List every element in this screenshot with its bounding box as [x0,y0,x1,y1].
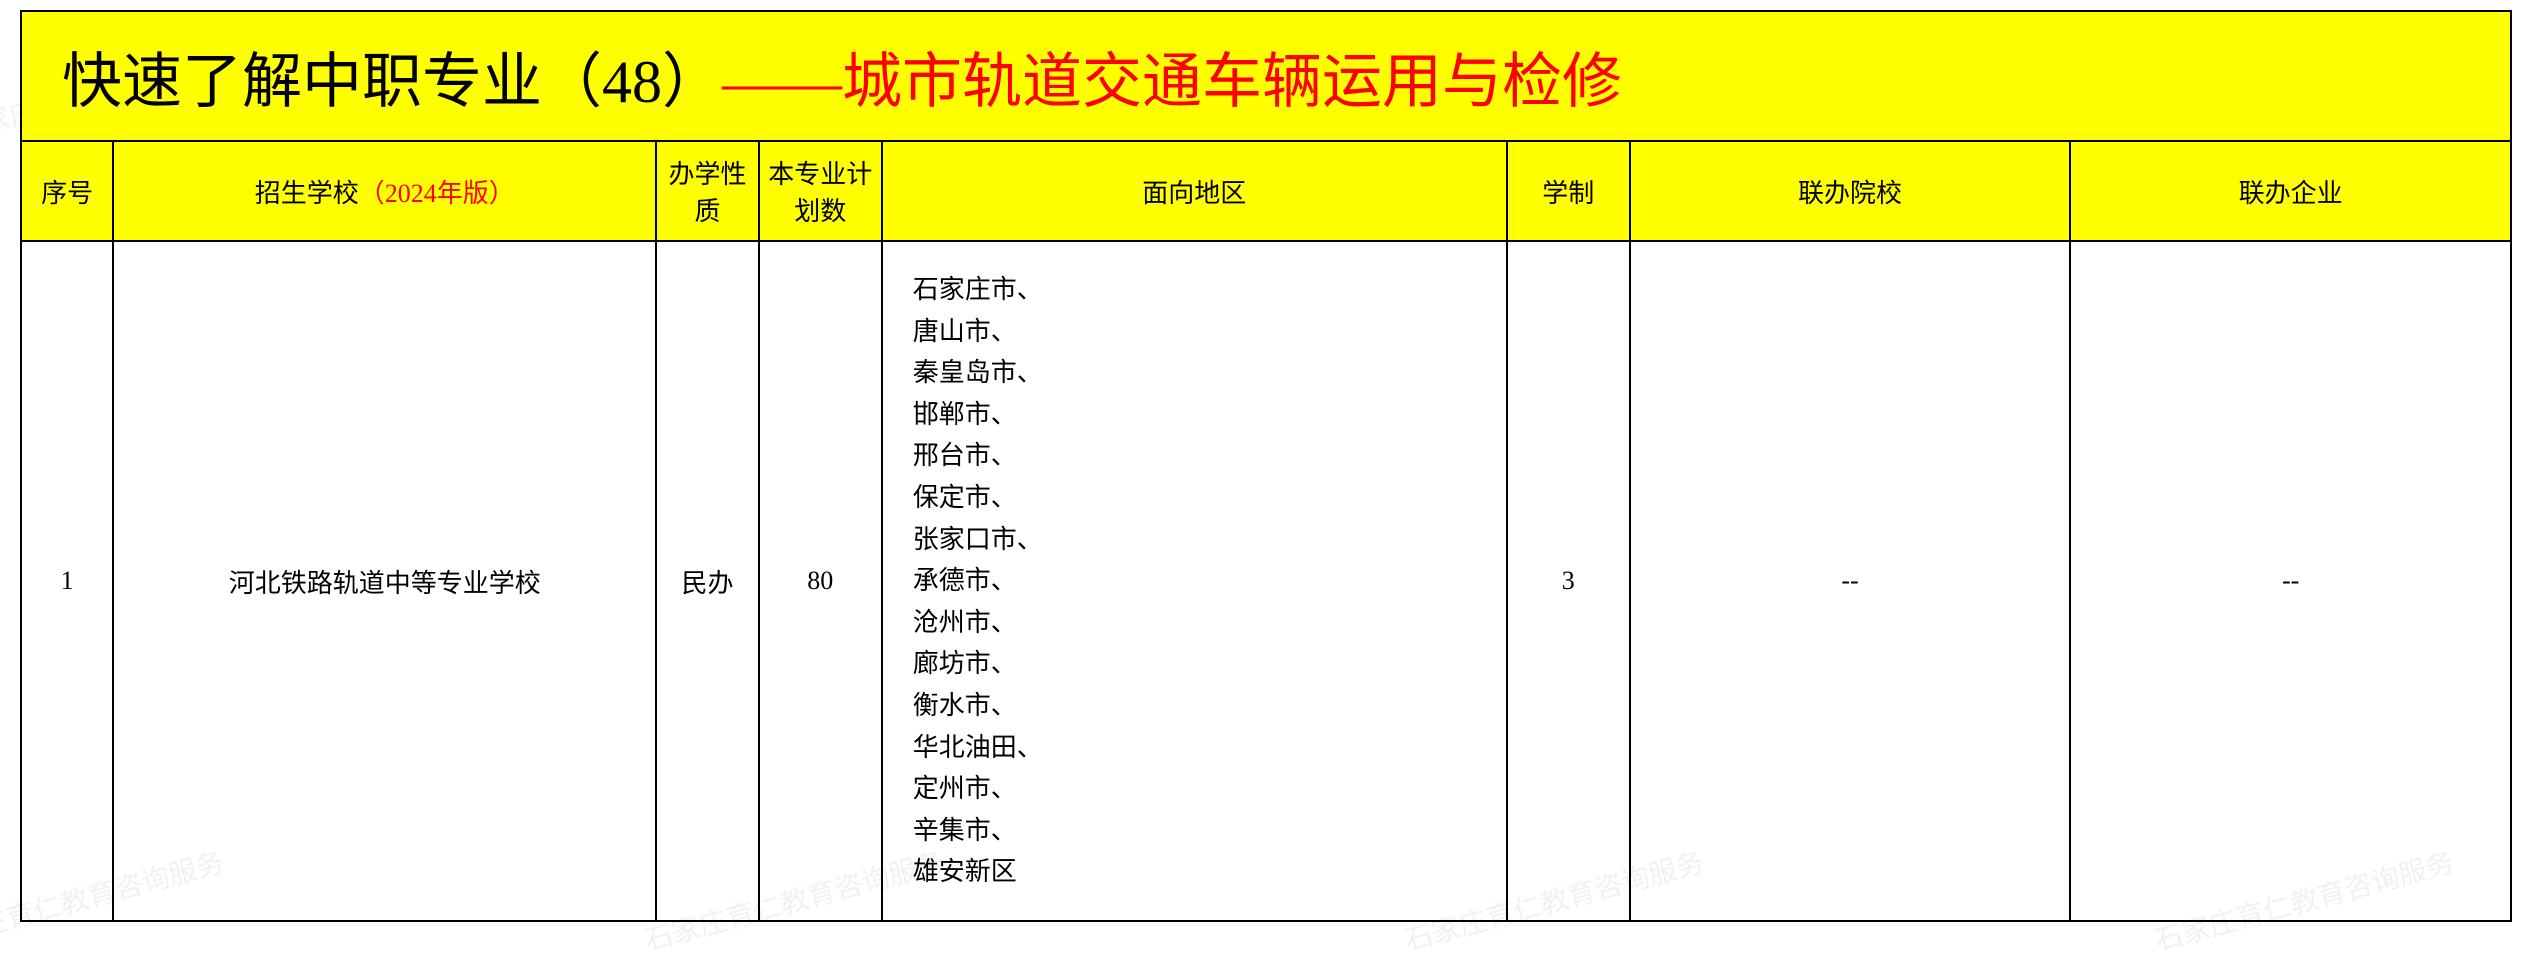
header-college: 联办院校 [1630,141,2071,241]
cell-school: 河北铁路轨道中等专业学校 [113,241,656,921]
cell-plan: 80 [759,241,882,921]
region-item: 邢台市、 [913,435,1496,477]
header-seq: 序号 [21,141,113,241]
cell-region: 石家庄市、唐山市、秦皇岛市、邯郸市、邢台市、保定市、张家口市、承德市、沧州市、廊… [882,241,1507,921]
major-table: 快速了解中职专业（48）——城市轨道交通车辆运用与检修 序号 招生学校（2024… [20,10,2512,922]
region-item: 张家口市、 [913,519,1496,561]
header-plan: 本专业计划数 [759,141,882,241]
cell-college: -- [1630,241,2071,921]
header-row: 序号 招生学校（2024年版） 办学性质 本专业计划数 面向地区 学制 联办院校… [21,141,2511,241]
region-item: 唐山市、 [913,311,1496,353]
table-container: 快速了解中职专业（48）——城市轨道交通车辆运用与检修 序号 招生学校（2024… [20,10,2512,922]
title-row: 快速了解中职专业（48）——城市轨道交通车辆运用与检修 [21,11,2511,141]
region-item: 承德市、 [913,560,1496,602]
region-item: 邯郸市、 [913,394,1496,436]
title-cell: 快速了解中职专业（48）——城市轨道交通车辆运用与检修 [21,11,2511,141]
header-school-prefix: 招生学校 [255,179,359,208]
data-row: 1 河北铁路轨道中等专业学校 民办 80 石家庄市、唐山市、秦皇岛市、邯郸市、邢… [21,241,2511,921]
region-item: 廊坊市、 [913,643,1496,685]
header-school-version: （2024年版） [359,179,515,208]
region-item: 衡水市、 [913,685,1496,727]
header-region: 面向地区 [882,141,1507,241]
cell-nature: 民办 [656,241,758,921]
cell-enterprise: -- [2070,241,2511,921]
region-item: 辛集市、 [913,810,1496,852]
region-item: 沧州市、 [913,602,1496,644]
header-nature: 办学性质 [656,141,758,241]
title-part2: ——城市轨道交通车辆运用与检修 [722,49,1622,115]
region-item: 定州市、 [913,768,1496,810]
header-enterprise: 联办企业 [2070,141,2511,241]
region-item: 秦皇岛市、 [913,352,1496,394]
title-part1: 快速了解中职专业（48） [62,49,722,115]
region-item: 雄安新区 [913,851,1496,893]
region-item: 石家庄市、 [913,269,1496,311]
header-school: 招生学校（2024年版） [113,141,656,241]
region-item: 华北油田、 [913,727,1496,769]
header-duration: 学制 [1507,141,1630,241]
region-item: 保定市、 [913,477,1496,519]
cell-seq: 1 [21,241,113,921]
cell-duration: 3 [1507,241,1630,921]
